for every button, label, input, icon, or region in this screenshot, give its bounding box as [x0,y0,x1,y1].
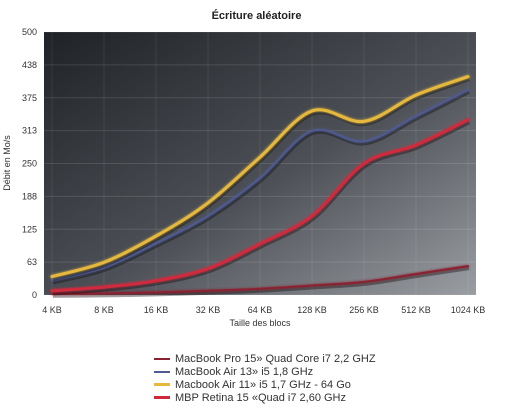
chart-title: Écriture aléatoire [211,10,302,22]
x-axis-label: Taille des blocs [229,318,291,328]
series-line-0 [51,265,469,295]
x-tick-label: 64 KB [248,305,273,315]
legend-label: MBP Retina 15 «Quad i7 2,60 GHz [175,391,347,404]
legend-item: MacBook Air 13» i5 1,8 GHz [154,365,376,378]
series-line-1 [51,88,469,282]
y-tick-label: 438 [22,60,37,70]
series-line-2 [50,75,470,279]
y-tick-label: 63 [27,257,37,267]
x-tick-label: 128 KB [297,305,327,315]
legend-swatch [154,357,170,360]
y-tick-label: 125 [22,224,37,234]
y-tick-label: 375 [22,93,37,103]
legend-label: MacBook Air 13» i5 1,8 GHz [175,365,314,378]
x-tick-label: 256 KB [349,305,379,315]
legend-swatch [154,370,170,373]
x-tick-label: 1024 KB [451,305,486,315]
legend-item: MBP Retina 15 «Quad i7 2,60 GHz [154,391,376,404]
y-tick-label: 500 [22,27,37,37]
legend-swatch [154,396,170,399]
series-line-3 [50,118,470,293]
x-tick-label: 8 KB [94,305,114,315]
series-shadow [52,119,471,296]
series-lines [50,75,471,298]
y-tick-label: 313 [22,126,37,136]
y-axis-ticks: 0 63 125 188 250 313 375 438 500 [22,27,37,300]
y-tick-label: 188 [22,191,37,201]
x-tick-label: 32 KB [196,305,221,315]
plot-area [44,32,476,295]
legend-label: MacBook Pro 15» Quad Core i7 2,2 GHZ [175,352,376,365]
series-shadow [52,266,470,298]
x-tick-label: 4 KB [42,305,62,315]
y-axis-label: Débit en Mo/s [2,135,12,191]
legend-label: Macbook Air 11» i5 1,7 GHz - 64 Go [175,378,351,391]
series-shadow [52,90,470,285]
y-tick-label: 0 [32,290,37,300]
legend-item: MacBook Pro 15» Quad Core i7 2,2 GHZ [154,352,376,365]
x-tick-label: 512 KB [401,305,431,315]
x-axis-ticks: 4 KB 8 KB 16 KB 32 KB 64 KB 128 KB 256 KB 512 K… [42,305,485,315]
legend: MacBook Pro 15» Quad Core i7 2,2 GHZ MacB… [154,352,376,404]
y-tick-label: 250 [22,159,37,169]
legend-item: Macbook Air 11» i5 1,7 GHz - 64 Go [154,378,376,391]
legend-swatch [154,383,170,386]
x-tick-label: 16 KB [144,305,169,315]
series-shadow [52,76,470,282]
